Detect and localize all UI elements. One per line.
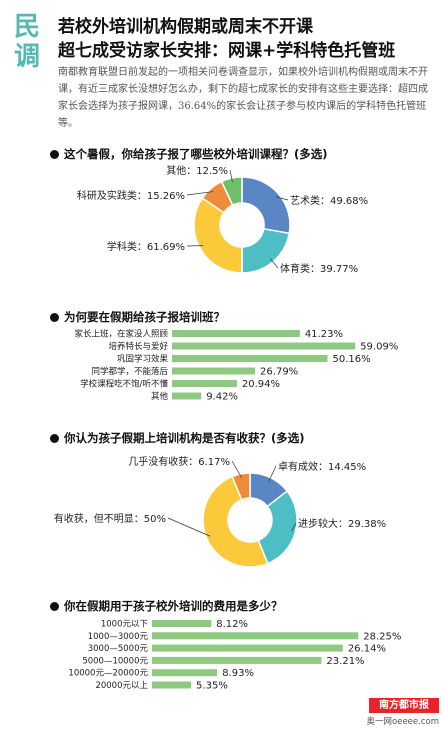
pie-label: 艺术类：49.68% — [290, 194, 368, 207]
bar — [152, 632, 359, 640]
pie-leader-line — [268, 465, 277, 482]
bar — [152, 620, 212, 627]
intro-paragraph: 南都教育联盟日前发起的一项相关问卷调查显示，如果校外培训机构假期或周末不开课，有… — [58, 67, 428, 129]
pie-leader-line — [291, 522, 297, 532]
bar-category-label: 1000—3000元 — [88, 632, 149, 642]
bar-value-label: 5.35% — [196, 681, 228, 692]
pie-leader-line — [231, 460, 243, 478]
question-1-title: 这个暑假，你给孩子报了哪些校外培训课程？(多选) — [50, 146, 328, 162]
bar-category-label: 1000元以下 — [101, 620, 149, 630]
pie-label: 进步较大：29.38% — [298, 517, 386, 530]
bar-value-label: 28.25% — [363, 631, 401, 642]
bar-category-label: 巩固学习效果 — [117, 354, 169, 365]
pie-label: 学科类：61.69% — [107, 240, 185, 253]
headline-line-2: 超七成受访家长安排：网课+学科特色托管班 — [58, 41, 396, 61]
pie-slice — [257, 490, 298, 565]
bar-category-label: 培养特长与爱好 — [108, 341, 168, 352]
pie-leader-line — [270, 258, 279, 269]
pie-slice — [241, 176, 291, 235]
bar-value-label: 23.21% — [326, 656, 364, 667]
pie-label: 几乎没有收获：6.17% — [128, 455, 230, 468]
bar-value-label: 9.42% — [206, 392, 238, 403]
question-3-title: 你认为孩子假期上培训机构是否有收获？(多选) — [50, 430, 305, 446]
footer-website: 奥一网oeeee.com — [366, 717, 439, 727]
bar — [172, 342, 356, 350]
bar — [172, 392, 202, 400]
question-4-text: 你在假期用于孩子校外培训的费用是多少？ — [64, 599, 283, 613]
pie-leader-line — [229, 169, 233, 183]
bar — [152, 656, 322, 664]
pie-label: 科研及实践类：15.26% — [77, 189, 185, 202]
pie-label: 其他：12.5% — [166, 164, 228, 177]
pie-leader-line — [167, 517, 211, 537]
pie-label: 有收获，但不明显：50% — [54, 512, 166, 525]
bar — [172, 367, 256, 375]
bar — [152, 681, 192, 689]
bar-category-label: 学校课程吃不饱/听不懂 — [80, 379, 168, 390]
bar-value-label: 41.23% — [305, 329, 343, 340]
bar-category-label: 10000元—20000元 — [68, 669, 148, 679]
question-2-title: 为何要在假期给孩子报培训班？ — [50, 309, 225, 325]
bar — [152, 644, 343, 652]
bullet-icon — [50, 601, 59, 611]
bar — [172, 380, 237, 387]
bar — [152, 669, 218, 677]
side-tag-char: 民 — [13, 12, 40, 42]
pie-slice — [193, 197, 243, 274]
pie-label: 体育类：39.77% — [280, 262, 358, 275]
bar-value-label: 26.14% — [348, 644, 386, 655]
pie-slice — [231, 472, 251, 501]
bar-category-label: 5000—10000元 — [82, 656, 148, 666]
bar — [172, 330, 300, 337]
bar-category-label: 家长上班，在家没人照顾 — [74, 329, 168, 340]
question-2-text: 为何要在假期给孩子报培训班？ — [64, 310, 225, 324]
side-tag-char: 调 — [13, 42, 40, 72]
question-4-title: 你在假期用于孩子校外培训的费用是多少？ — [50, 598, 283, 614]
pie-leader-line — [186, 191, 214, 196]
pie-leader-line — [275, 196, 289, 201]
bar-category-label: 其他 — [151, 391, 169, 402]
pie-label: 卓有成效：14.45% — [278, 460, 366, 473]
bar-category-label: 3000—5000元 — [88, 644, 149, 654]
bar-value-label: 20.94% — [242, 379, 280, 390]
bar-value-label: 8.12% — [216, 619, 248, 630]
bullet-icon — [50, 149, 59, 159]
newspaper-logo: 南方都市报 — [369, 698, 439, 713]
bar — [172, 355, 328, 362]
bar-value-label: 59.09% — [360, 342, 398, 353]
bar-value-label: 50.16% — [332, 354, 370, 365]
pie-slice — [202, 475, 269, 568]
pie-slice — [220, 176, 243, 207]
headline-line-1: 若校外培训机构假期或周末不开课 — [58, 17, 313, 37]
question-1-text: 这个暑假，你给孩子报了哪些校外培训课程？(多选) — [64, 147, 328, 161]
bar-category-label: 同学都学，不能落后 — [91, 366, 168, 377]
bullet-icon — [50, 312, 59, 322]
side-tag: 民 调 — [10, 12, 44, 72]
bullet-icon — [50, 433, 59, 443]
bar-category-label: 20000元以上 — [95, 681, 148, 691]
bar-value-label: 8.93% — [222, 668, 254, 679]
bar-value-label: 26.79% — [260, 367, 298, 378]
question-3-text: 你认为孩子假期上培训机构是否有收获？(多选) — [64, 431, 305, 445]
